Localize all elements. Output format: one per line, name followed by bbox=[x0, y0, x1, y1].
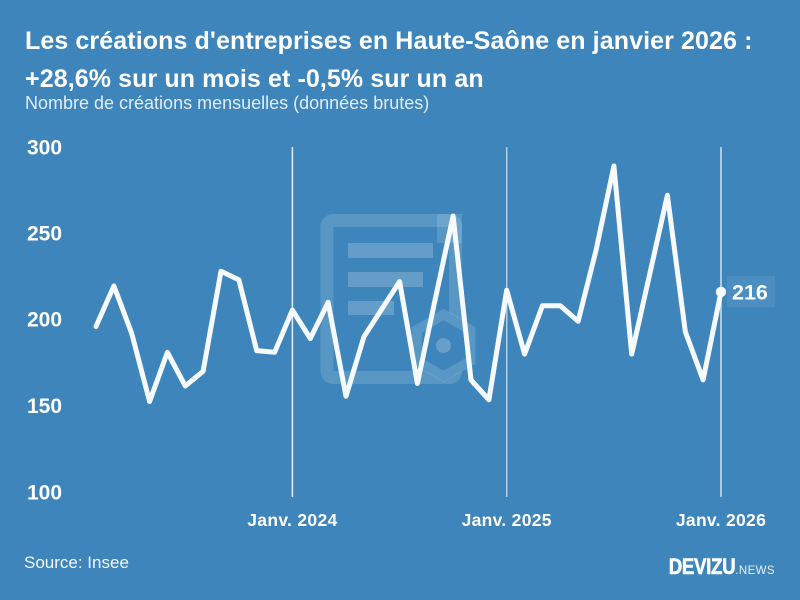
svg-text:216: 216 bbox=[732, 281, 768, 305]
svg-text:250: 250 bbox=[27, 223, 62, 246]
svg-text:100: 100 bbox=[27, 482, 62, 505]
svg-text:Janv. 2025: Janv. 2025 bbox=[462, 510, 552, 530]
svg-text:200: 200 bbox=[27, 309, 62, 332]
svg-text:Janv. 2026: Janv. 2026 bbox=[676, 510, 766, 530]
svg-text:Janv. 2024: Janv. 2024 bbox=[247, 510, 337, 530]
svg-text:150: 150 bbox=[27, 395, 62, 418]
svg-text:300: 300 bbox=[27, 137, 62, 160]
